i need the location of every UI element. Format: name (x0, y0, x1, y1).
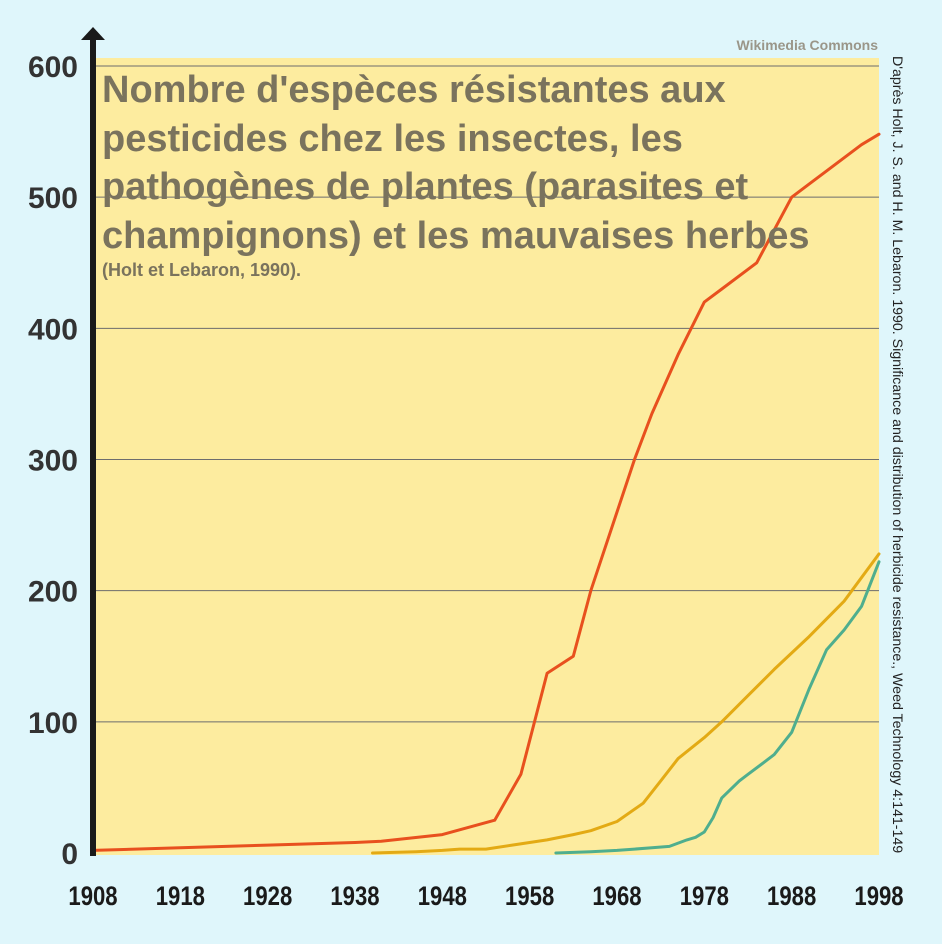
series-line-3 (554, 560, 881, 855)
x-tick-label: 1938 (330, 882, 379, 912)
x-tick-label: 1918 (156, 882, 205, 912)
y-tick-label: 100 (28, 707, 78, 740)
series-line-2 (371, 552, 881, 855)
y-tick-labels: 0 100 200 300 400 500 600 (28, 51, 78, 871)
title-block: Nombre d'espèces résistantes aux pestici… (102, 66, 862, 281)
x-tick-labels: 1908 1918 1928 1938 1948 1958 1968 1978 1988 1998 (68, 882, 903, 912)
chart-title: Nombre d'espèces résistantes aux pestici… (102, 69, 810, 257)
y-axis (81, 27, 105, 856)
y-tick-label: 500 (28, 182, 78, 215)
x-tick-label: 1968 (592, 882, 641, 912)
grid (93, 65, 879, 723)
chart-subtitle: (Holt et Lebaron, 1990). (102, 260, 302, 280)
x-tick-label: 1998 (854, 882, 903, 912)
x-tick-label: 1948 (418, 882, 467, 912)
watermark: Wikimedia Commons (736, 37, 878, 53)
y-tick-label: 400 (28, 313, 78, 346)
y-tick-label: 600 (28, 51, 78, 84)
y-tick-label: 300 (28, 445, 78, 478)
x-tick-label: 1908 (68, 882, 117, 912)
x-tick-label: 1988 (767, 882, 816, 912)
source-note: D'après Holt, J. S. and H. M. Lebaron. 1… (889, 56, 905, 854)
y-tick-label: 200 (28, 576, 78, 609)
y-tick-label: 0 (61, 838, 78, 871)
x-tick-label: 1928 (243, 882, 292, 912)
series-group (91, 132, 881, 855)
y-axis-arrow (81, 27, 105, 40)
x-tick-label: 1958 (505, 882, 554, 912)
series-line-1 (91, 132, 881, 852)
x-tick-label: 1978 (680, 882, 729, 912)
